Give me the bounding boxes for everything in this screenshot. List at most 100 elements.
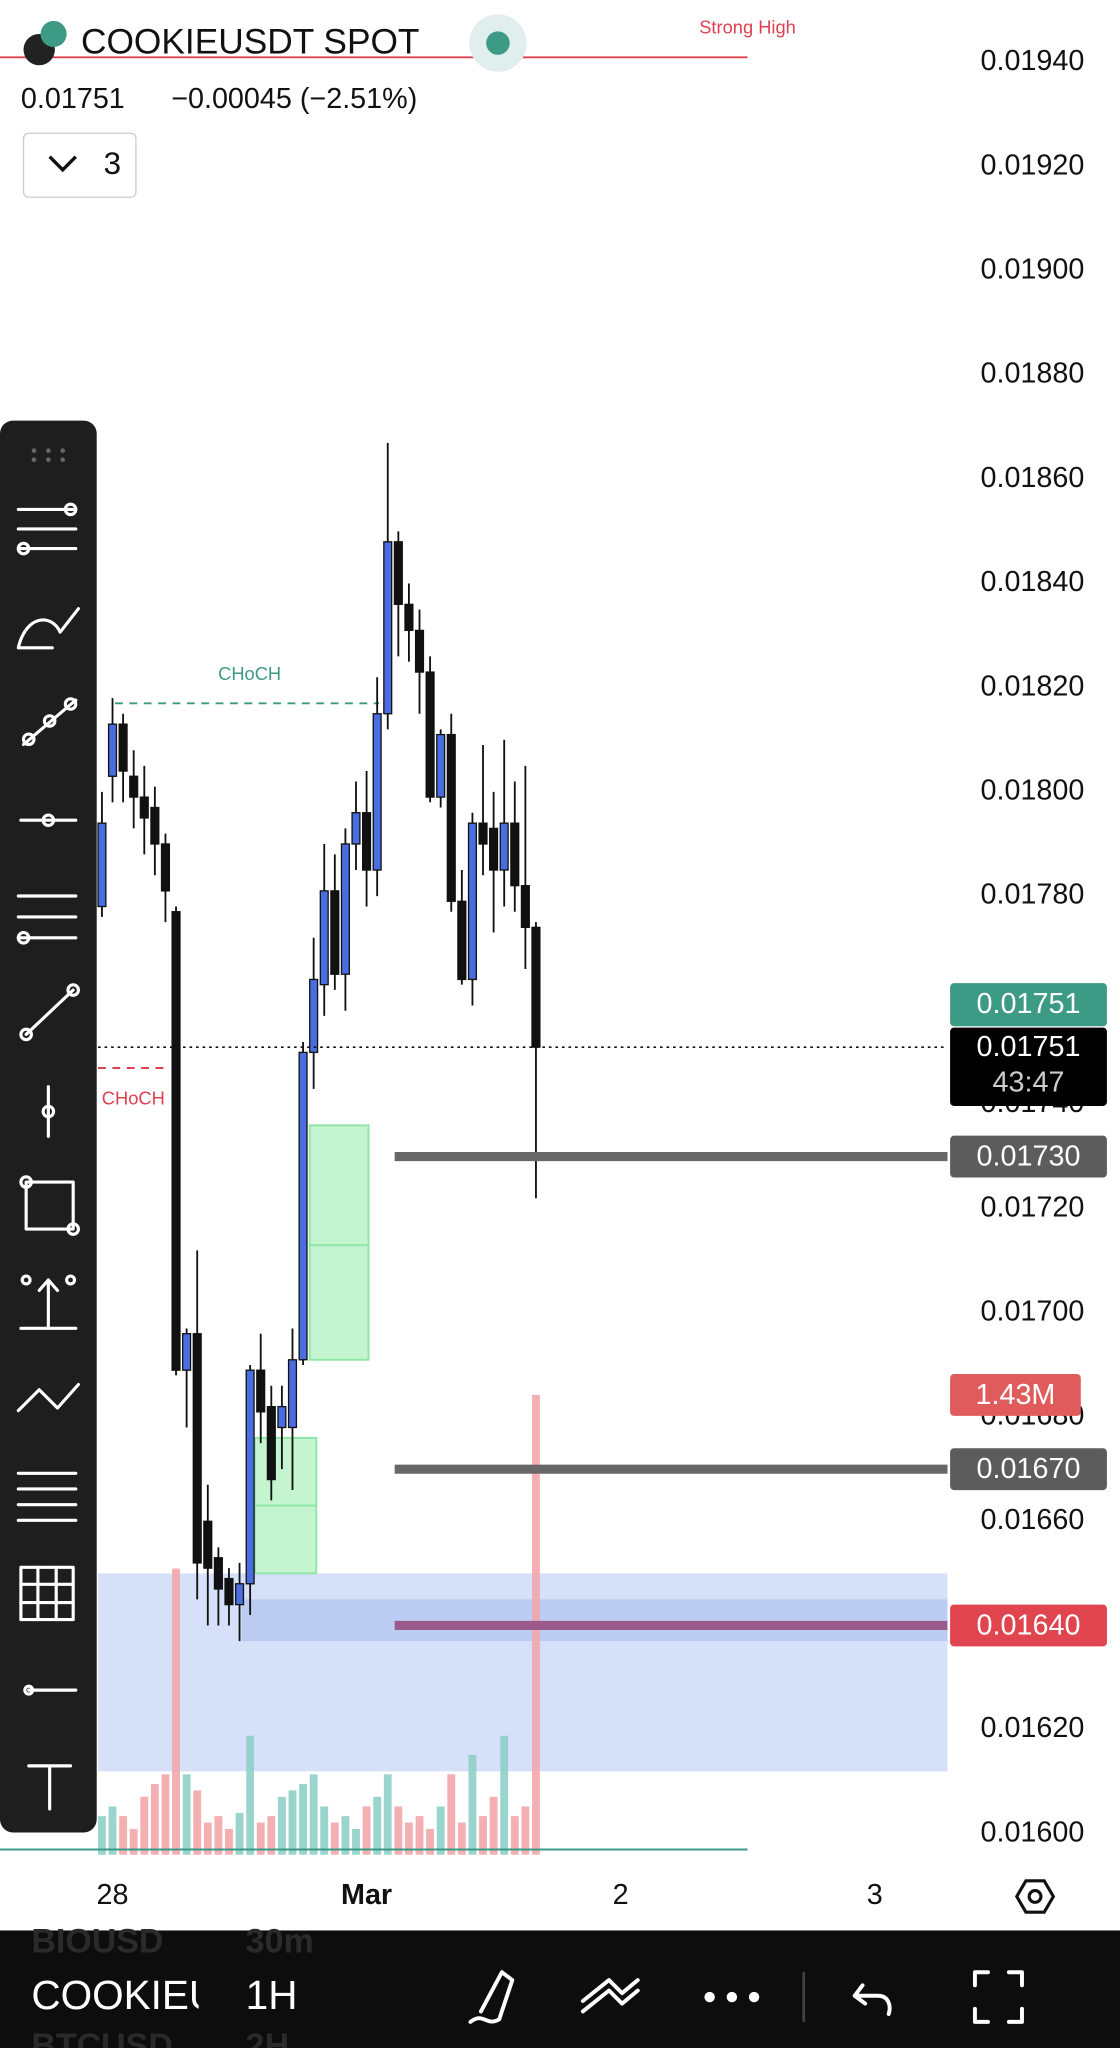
volume-bar [193,1790,202,1855]
header: COOKIEUSDT SPOT 0.01751 −0.00045 (−2.51%… [21,14,527,198]
more-button[interactable] [704,1991,760,2003]
plot: 0.01940 0.01920 0.01900 0.01880 0.01860 0.018… [0,17,1107,1911]
volume-bar [98,1816,106,1855]
parallel-tool[interactable] [16,1471,78,1522]
volume-bar [277,1796,286,1855]
symbol-picker[interactable]: COOKIEUSDT [31,1972,299,2018]
candle-body [256,1369,266,1413]
y-tick-label: 0.01900 [980,254,1084,286]
grid-tool[interactable] [19,1565,75,1622]
draw-button[interactable] [468,1970,515,2024]
y-tick-label: 0.01920 [980,149,1084,181]
candle-body [393,541,403,605]
volume-bar [172,1568,180,1855]
volume-bar [468,1755,477,1855]
volume-bar [182,1774,191,1855]
zone [241,1599,948,1642]
indicator-count: 3 [104,146,121,181]
candle-body [234,1583,245,1606]
volume-bar [288,1790,297,1855]
horizontal-ray-tool[interactable] [19,813,78,828]
prev-interval: 30m [246,1922,314,1960]
y-tick-label: 0.01860 [980,462,1084,494]
candle-body [446,733,456,902]
volume-bar [436,1806,445,1855]
fib-extension-tool[interactable] [16,894,78,945]
indicator-toggle[interactable]: 3 [22,132,137,198]
y-tick-label: 0.01880 [980,358,1084,390]
candle-body [478,822,488,845]
toggle-box [22,132,137,198]
candle-body [425,671,435,798]
x-tick-label: 3 [867,1879,883,1911]
candle-body [224,1577,234,1606]
prev-symbol: BIOUSD [31,1922,163,1960]
fullscreen-button[interactable] [972,1970,1024,2024]
rectangle-tool[interactable] [19,1175,80,1236]
volume-bar [299,1783,307,1855]
level-label: 0.01730 [977,1140,1081,1172]
candle-body [510,822,520,887]
fib-tool[interactable] [16,502,78,556]
volume-bar [352,1828,360,1855]
line-tool[interactable] [19,983,80,1042]
candle-body [245,1369,255,1585]
volume-bar [500,1735,509,1855]
interval-picker[interactable]: 1H [246,1972,298,2018]
drag-handle[interactable] [31,448,66,463]
candle-body [287,1359,298,1429]
y-tick-label: 0.01840 [980,566,1084,598]
annotation-label: CHoCH [218,663,281,684]
candle-body [351,812,361,845]
measure-tool[interactable] [19,1274,78,1330]
volume-bar [415,1816,424,1855]
x-tick-label: 2 [613,1879,629,1911]
price-label: 0.01751 [977,1031,1081,1063]
text-tool[interactable] [27,1764,73,1811]
y-tick-label: 0.01660 [980,1504,1084,1536]
volume-bar [405,1822,413,1855]
trend-line-tool[interactable] [21,697,78,747]
volume-bar [479,1816,487,1855]
y-tick-label: 0.01600 [980,1816,1084,1848]
candle-body [457,900,467,981]
level-label: 0.01670 [977,1453,1081,1485]
candle-body [213,1557,223,1590]
bottom-bar: BIOUSD 30m BTCUSD 2H COOKIEUSDT 1H [0,1922,1120,2048]
candle-body [467,822,478,981]
candle-body [309,978,319,1054]
drawings-button[interactable] [580,1978,640,2014]
brush-tool[interactable] [16,607,80,650]
candle-body [489,827,499,871]
status-dot [486,31,510,55]
candle-body [499,822,509,871]
ray-tool[interactable] [23,1684,78,1696]
y-tick-label: 0.01940 [980,45,1084,77]
vertical-line-tool[interactable] [41,1085,56,1138]
annotation-label: CHoCH [102,1088,165,1109]
next-interval: 2H [246,2027,289,2048]
candle-body [404,603,414,632]
volume-bar [256,1822,265,1855]
candle-body [362,812,372,871]
volume-bar [267,1816,276,1855]
volume-bar [394,1806,403,1855]
volume-bar [489,1796,498,1855]
volume-bar [447,1774,456,1855]
volume-bar [225,1828,233,1855]
candle-body [330,890,340,975]
candle-body [266,1405,276,1481]
path-tool[interactable] [16,1382,80,1413]
volume-bar [309,1774,318,1855]
candle-body [372,713,382,871]
candle-body [107,723,118,777]
volume-bar [426,1828,435,1855]
candle-body [203,1520,213,1569]
volume-bar [214,1816,223,1855]
settings-button[interactable] [1014,1879,1056,1914]
candle-body [160,843,171,892]
undo-button[interactable] [852,1983,892,2016]
annotation-label: Strong High [699,17,796,38]
